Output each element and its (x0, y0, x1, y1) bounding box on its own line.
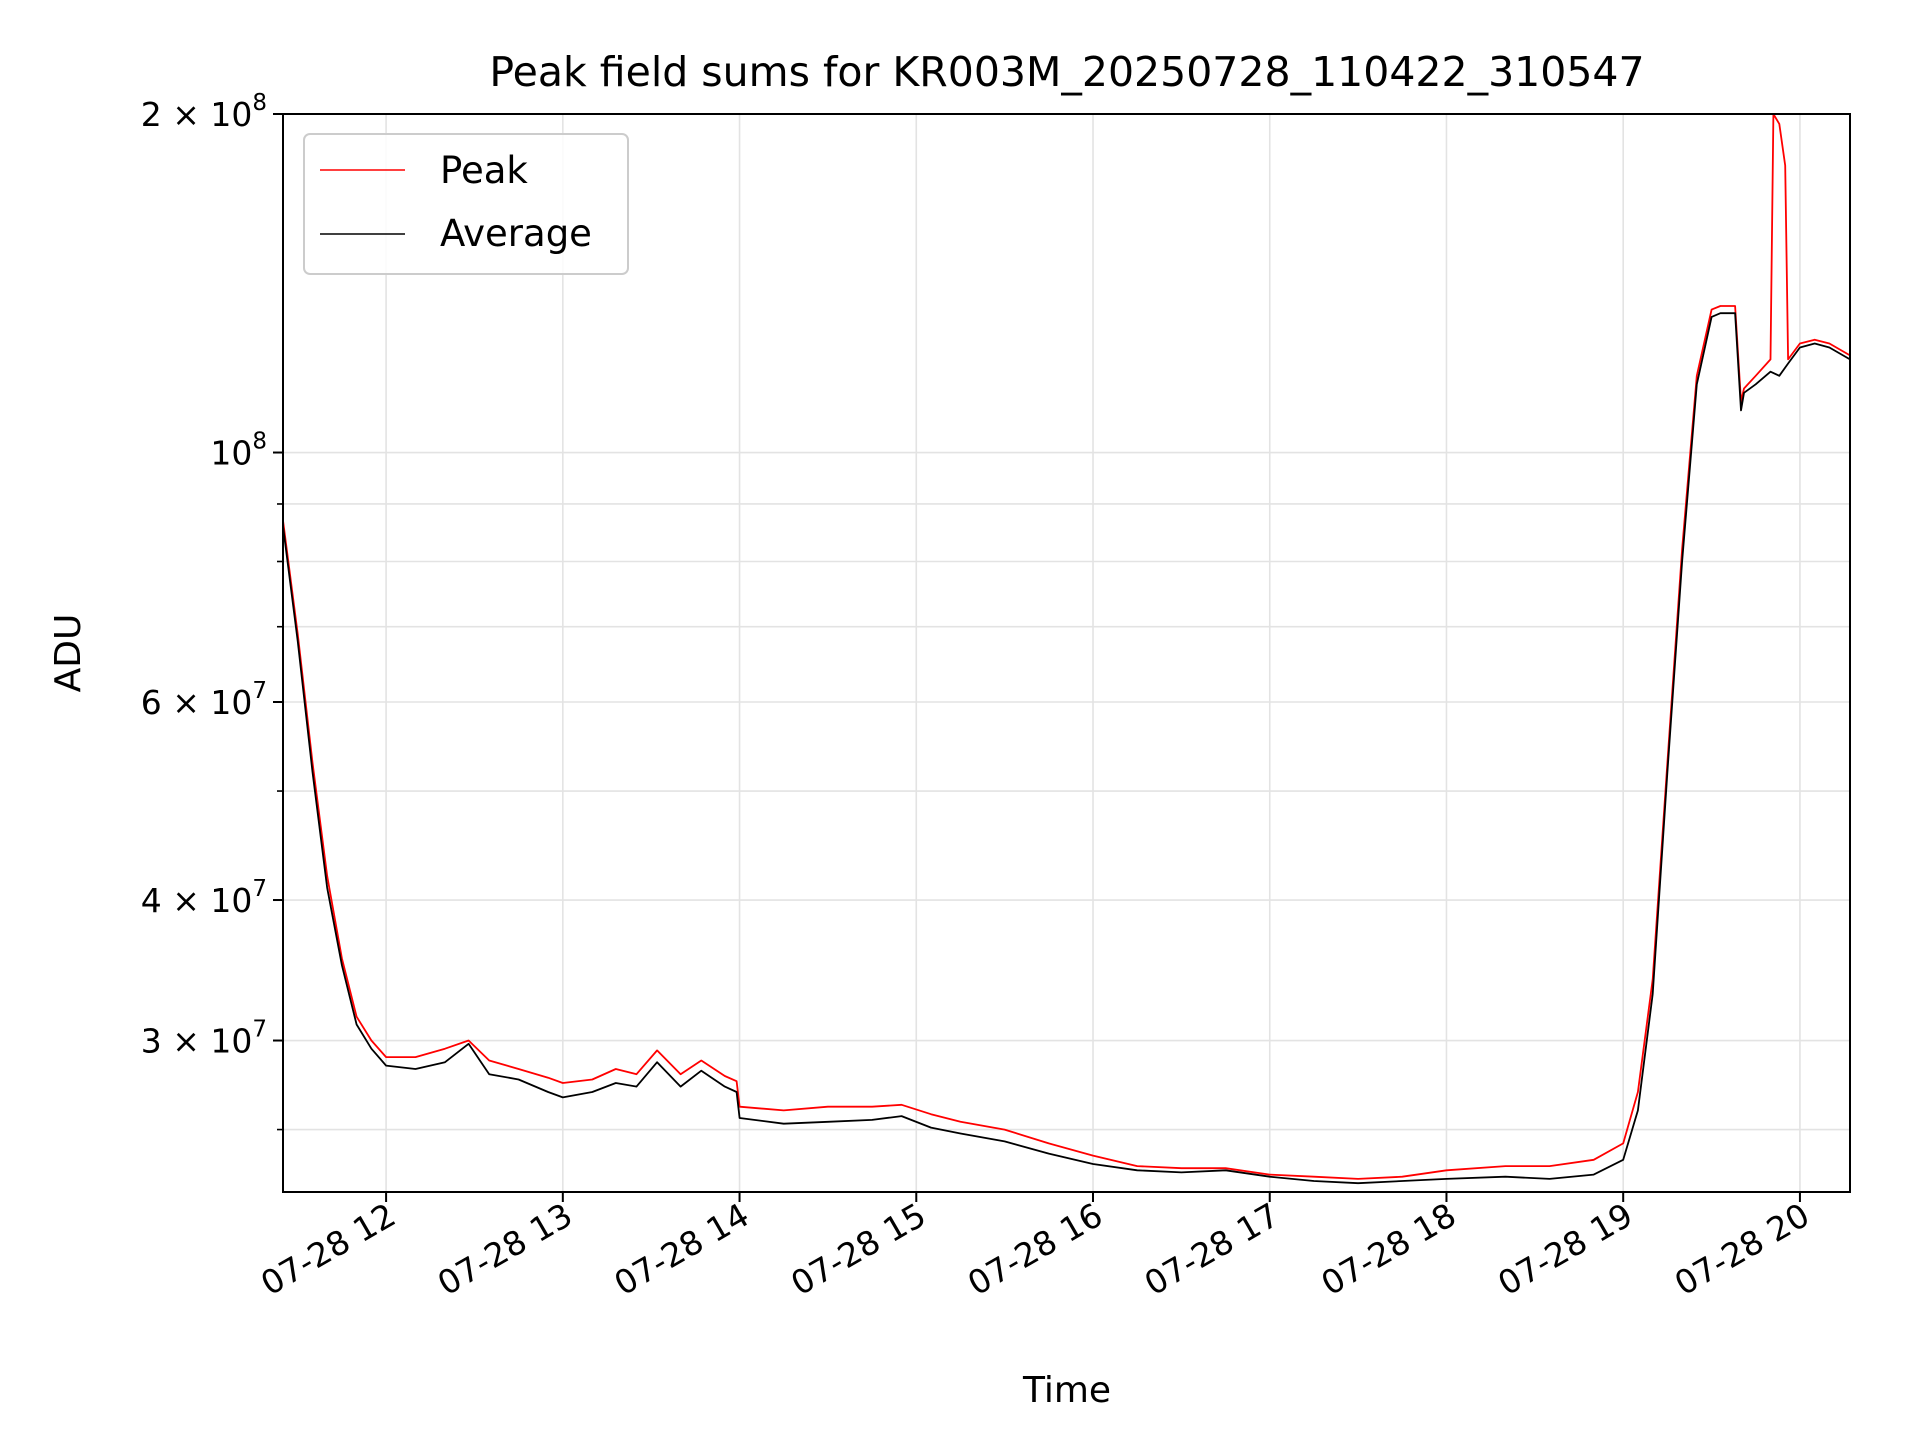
y-tick-label: 108 (210, 429, 267, 473)
legend-box (303, 133, 629, 275)
y-tick-exponent: 8 (252, 429, 267, 455)
y-tick-label: 6 × 107 (141, 678, 267, 722)
y-tick-mantissa: 3 × 10 (141, 1022, 253, 1061)
y-tick-mantissa: 6 × 10 (141, 683, 253, 722)
x-axis-label: Time (1022, 1370, 1111, 1411)
y-axis-label: ADU (48, 614, 89, 693)
y-tick-label: 2 × 108 (141, 90, 267, 134)
series-line-peak (283, 114, 1850, 1180)
legend: Peak Average (303, 133, 629, 275)
legend-label-peak: Peak (440, 149, 528, 192)
y-tick-exponent: 7 (252, 678, 267, 704)
y-tick-exponent: 8 (252, 90, 267, 116)
y-tick-label: 4 × 107 (141, 876, 267, 920)
y-tick-mantissa: 2 × 10 (141, 95, 253, 134)
series-line-average (283, 312, 1850, 1185)
y-tick-mantissa: 4 × 10 (141, 881, 253, 920)
series-layer (283, 114, 1850, 1185)
y-tick-exponent: 7 (252, 1017, 267, 1043)
chart-title: Peak field sums for KR003M_20250728_1104… (489, 48, 1644, 96)
legend-label-average: Average (440, 212, 592, 255)
y-tick-mantissa: 10 (210, 434, 252, 473)
y-tick-label: 3 × 107 (141, 1017, 267, 1061)
plot-frame (282, 113, 1851, 1193)
y-tick-exponent: 7 (252, 876, 267, 902)
